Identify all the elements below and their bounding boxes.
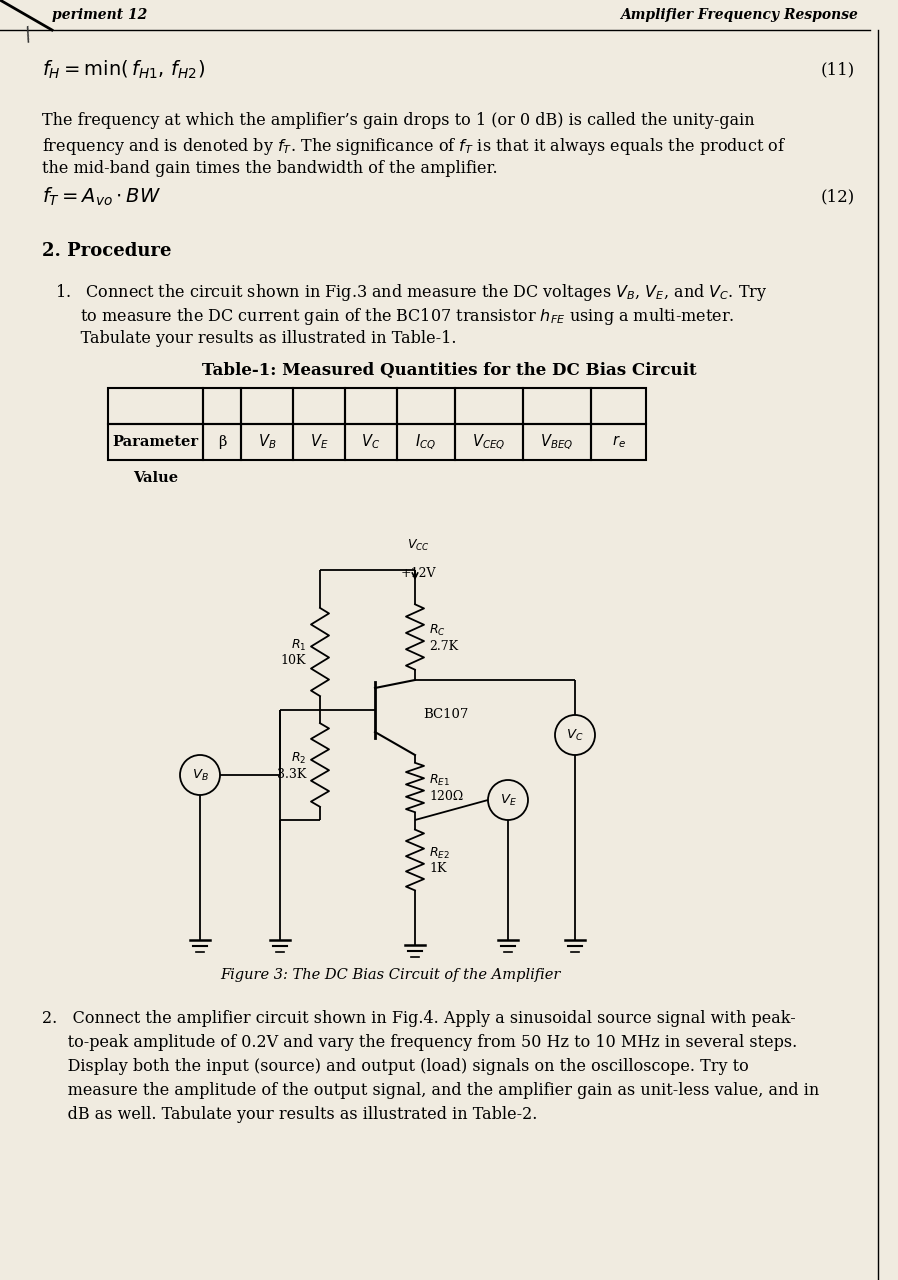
Bar bbox=[523, 424, 591, 460]
Bar bbox=[523, 388, 591, 424]
Text: 2.   Connect the amplifier circuit shown in Fig.4. Apply a sinusoidal source sig: 2. Connect the amplifier circuit shown i… bbox=[42, 1010, 796, 1027]
Text: Display both the input (source) and output (load) signals on the oscilloscope. T: Display both the input (source) and outp… bbox=[42, 1059, 749, 1075]
Text: (12): (12) bbox=[821, 188, 855, 206]
Text: $R_{E1}$: $R_{E1}$ bbox=[429, 773, 450, 788]
Text: $I_{CQ}$: $I_{CQ}$ bbox=[416, 433, 436, 452]
Text: 2.7K: 2.7K bbox=[429, 640, 458, 653]
Circle shape bbox=[180, 755, 220, 795]
Text: 3.3K: 3.3K bbox=[277, 768, 306, 781]
Text: BC107: BC107 bbox=[423, 709, 469, 722]
Text: Value: Value bbox=[133, 471, 178, 485]
Text: dB as well. Tabulate your results as illustrated in Table-2.: dB as well. Tabulate your results as ill… bbox=[42, 1106, 537, 1123]
Text: 1K: 1K bbox=[429, 863, 446, 876]
Text: $V_C$: $V_C$ bbox=[567, 727, 584, 742]
Bar bbox=[293, 424, 345, 460]
Text: 2. Procedure: 2. Procedure bbox=[42, 242, 172, 260]
Text: (11): (11) bbox=[821, 61, 855, 78]
Text: $f_H = \min(\, f_{H1},\, f_{H2})$: $f_H = \min(\, f_{H1},\, f_{H2})$ bbox=[42, 59, 205, 81]
Text: 1.   Connect the circuit shown in Fig.3 and measure the DC voltages $V_B$, $V_E$: 1. Connect the circuit shown in Fig.3 an… bbox=[55, 282, 768, 303]
Bar bbox=[108, 424, 203, 460]
Text: the mid-band gain times the bandwidth of the amplifier.: the mid-band gain times the bandwidth of… bbox=[42, 160, 497, 177]
Text: Figure 3: The DC Bias Circuit of the Amplifier: Figure 3: The DC Bias Circuit of the Amp… bbox=[220, 968, 560, 982]
Bar bbox=[241, 388, 293, 424]
Text: measure the amplitude of the output signal, and the amplifier gain as unit-less : measure the amplitude of the output sign… bbox=[42, 1082, 819, 1100]
Text: $R_2$: $R_2$ bbox=[291, 750, 306, 765]
Text: $R_C$: $R_C$ bbox=[429, 622, 445, 637]
Bar bbox=[455, 424, 523, 460]
Text: 120Ω: 120Ω bbox=[429, 790, 463, 803]
Text: Tabulate your results as illustrated in Table-1.: Tabulate your results as illustrated in … bbox=[55, 330, 456, 347]
Circle shape bbox=[555, 716, 595, 755]
Bar bbox=[345, 388, 397, 424]
Text: to-peak amplitude of 0.2V and vary the frequency from 50 Hz to 10 MHz in several: to-peak amplitude of 0.2V and vary the f… bbox=[42, 1034, 797, 1051]
Text: /: / bbox=[22, 24, 35, 45]
Text: $R_1$: $R_1$ bbox=[291, 637, 306, 653]
Text: $R_{E2}$: $R_{E2}$ bbox=[429, 846, 450, 860]
Text: $V_B$: $V_B$ bbox=[258, 433, 277, 452]
Bar bbox=[455, 388, 523, 424]
Text: $V_B$: $V_B$ bbox=[191, 768, 208, 782]
Text: +12V: +12V bbox=[401, 567, 436, 580]
Bar bbox=[203, 424, 241, 460]
Text: β: β bbox=[218, 435, 226, 449]
Text: 10K: 10K bbox=[280, 654, 306, 667]
Text: $V_E$: $V_E$ bbox=[310, 433, 329, 452]
Bar bbox=[293, 388, 345, 424]
Text: to measure the DC current gain of the BC107 transistor $h_{FE}$ using a multi-me: to measure the DC current gain of the BC… bbox=[55, 306, 735, 326]
Text: $V_{BEQ}$: $V_{BEQ}$ bbox=[541, 433, 574, 452]
Text: $V_{CEQ}$: $V_{CEQ}$ bbox=[472, 433, 506, 452]
Text: $V_{CC}$: $V_{CC}$ bbox=[407, 538, 429, 553]
Text: The frequency at which the amplifier’s gain drops to 1 (or 0 dB) is called the u: The frequency at which the amplifier’s g… bbox=[42, 111, 754, 129]
Text: periment 12: periment 12 bbox=[52, 8, 147, 22]
Text: $r_e$: $r_e$ bbox=[612, 434, 625, 451]
Bar bbox=[591, 388, 646, 424]
Bar bbox=[591, 424, 646, 460]
Text: $f_T = A_{vo}\cdot BW$: $f_T = A_{vo}\cdot BW$ bbox=[42, 186, 161, 209]
Text: $V_C$: $V_C$ bbox=[361, 433, 381, 452]
Bar bbox=[345, 424, 397, 460]
Bar bbox=[203, 388, 241, 424]
Text: $V_E$: $V_E$ bbox=[499, 792, 516, 808]
Circle shape bbox=[488, 780, 528, 820]
Text: Amplifier Frequency Response: Amplifier Frequency Response bbox=[621, 8, 858, 22]
Bar bbox=[241, 424, 293, 460]
Text: Parameter: Parameter bbox=[112, 435, 198, 449]
Bar bbox=[108, 388, 203, 424]
Bar bbox=[397, 424, 455, 460]
Bar bbox=[397, 388, 455, 424]
Text: Table-1: Measured Quantities for the DC Bias Circuit: Table-1: Measured Quantities for the DC … bbox=[202, 362, 696, 379]
Text: frequency and is denoted by $f_T$. The significance of $f_T$ is that it always e: frequency and is denoted by $f_T$. The s… bbox=[42, 136, 787, 157]
